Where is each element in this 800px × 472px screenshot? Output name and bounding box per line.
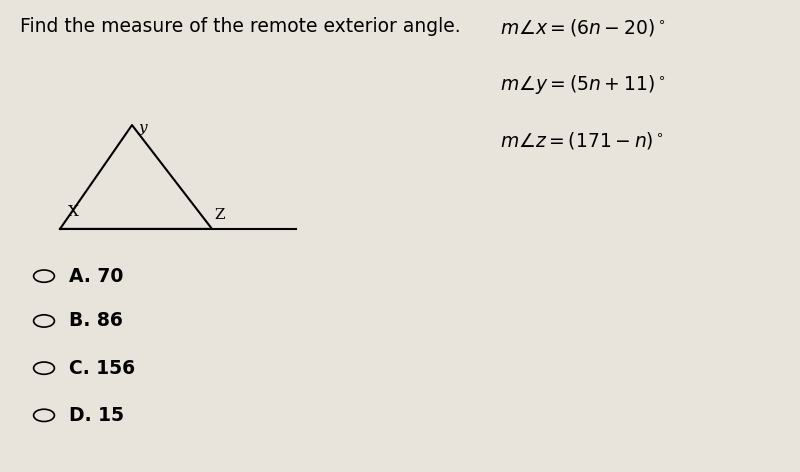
Text: $m\angle y = (5n + 11)^\circ$: $m\angle y = (5n + 11)^\circ$ bbox=[500, 73, 666, 96]
Text: $m\angle x = (6n - 20)^\circ$: $m\angle x = (6n - 20)^\circ$ bbox=[500, 17, 666, 37]
Text: Find the measure of the remote exterior angle.: Find the measure of the remote exterior … bbox=[20, 17, 461, 35]
Text: B. 86: B. 86 bbox=[69, 312, 122, 330]
Text: Z: Z bbox=[214, 208, 225, 222]
Text: C. 156: C. 156 bbox=[69, 359, 135, 378]
Text: A. 70: A. 70 bbox=[69, 267, 123, 286]
Text: D. 15: D. 15 bbox=[69, 406, 124, 425]
Text: $m\angle z = (171 - n)^\circ$: $m\angle z = (171 - n)^\circ$ bbox=[500, 130, 664, 151]
Text: y: y bbox=[138, 120, 146, 135]
Text: X: X bbox=[68, 205, 79, 219]
